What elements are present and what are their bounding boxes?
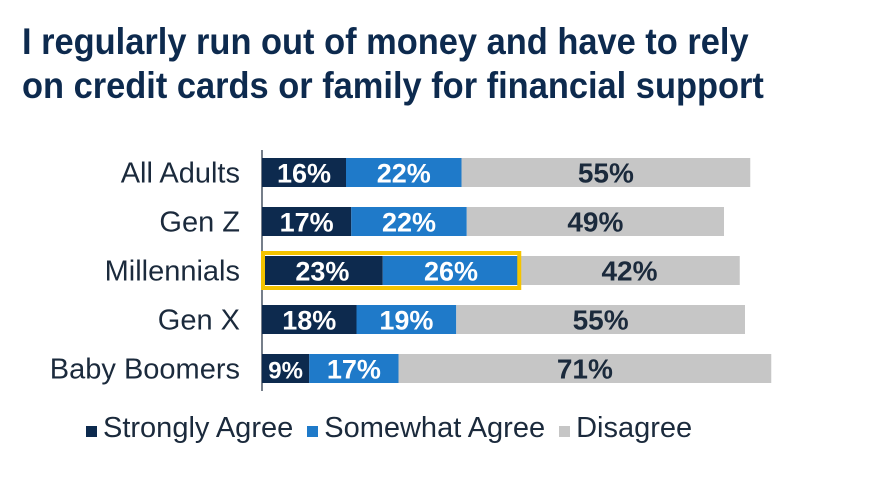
data-label-gen-z-strongly-agree: 17% bbox=[280, 208, 334, 238]
bar-baby-boomers-strongly-agree bbox=[262, 354, 310, 383]
data-label-millennials-somewhat-agree: 26% bbox=[424, 257, 478, 287]
legend-item-strongly-agree: Strongly Agree bbox=[86, 412, 293, 445]
bar-all-adults-disagree bbox=[461, 158, 751, 187]
category-label-baby-boomers: Baby Boomers bbox=[50, 354, 240, 386]
bar-gen-x-strongly-agree bbox=[262, 305, 357, 334]
highlight-box-millennials bbox=[261, 251, 522, 290]
bar-millennials-somewhat-agree bbox=[382, 256, 520, 285]
legend-item-somewhat-agree: Somewhat Agree bbox=[307, 412, 545, 445]
data-label-baby-boomers-disagree: 71% bbox=[557, 354, 613, 385]
chart-title: I regularly run out of money and have to… bbox=[22, 20, 803, 108]
data-label-gen-z-disagree: 49% bbox=[567, 207, 623, 238]
data-label-gen-x-strongly-agree: 18% bbox=[282, 306, 336, 336]
chart-title-line-2: on credit cards or family for financial … bbox=[22, 65, 764, 106]
bar-gen-z-strongly-agree bbox=[262, 207, 352, 236]
category-label-gen-x: Gen X bbox=[158, 305, 240, 337]
data-label-baby-boomers-strongly-agree: 9% bbox=[268, 358, 303, 385]
bar-millennials-strongly-agree bbox=[262, 256, 383, 285]
bar-millennials-disagree bbox=[519, 256, 740, 285]
bar-all-adults-strongly-agree bbox=[262, 158, 346, 187]
legend-label-somewhat-agree: Somewhat Agree bbox=[324, 412, 546, 444]
legend-swatch-disagree bbox=[559, 426, 571, 437]
legend-label-disagree: Disagree bbox=[576, 412, 693, 444]
data-label-gen-z-somewhat-agree: 22% bbox=[382, 208, 436, 238]
data-label-gen-x-disagree: 55% bbox=[573, 305, 629, 336]
legend-swatch-strongly-agree bbox=[86, 426, 97, 437]
bar-gen-z-disagree bbox=[466, 207, 724, 236]
data-label-all-adults-disagree: 55% bbox=[578, 158, 634, 189]
bar-gen-x-disagree bbox=[456, 305, 745, 334]
bar-baby-boomers-somewhat-agree bbox=[309, 354, 399, 383]
chart-title-line-1: I regularly run out of money and have to… bbox=[22, 21, 749, 62]
category-label-gen-z: Gen Z bbox=[159, 207, 240, 239]
data-label-millennials-disagree: 42% bbox=[601, 256, 657, 287]
data-label-baby-boomers-somewhat-agree: 17% bbox=[327, 355, 381, 385]
bar-all-adults-somewhat-agree bbox=[346, 158, 462, 187]
bar-baby-boomers-disagree bbox=[398, 354, 772, 383]
category-label-millennials: Millennials bbox=[105, 256, 240, 288]
bar-gen-z-somewhat-agree bbox=[351, 207, 467, 236]
chart-legend: Strongly Agree Somewhat Agree Disagree bbox=[86, 412, 706, 445]
bar-gen-x-somewhat-agree bbox=[356, 305, 457, 334]
data-label-all-adults-somewhat-agree: 22% bbox=[377, 159, 431, 189]
category-label-all-adults: All Adults bbox=[121, 158, 240, 190]
stacked-bar-chart: All Adults 16% 22% 55% Gen Z 17% 22% 49% Millenn… bbox=[50, 150, 772, 391]
data-label-gen-x-somewhat-agree: 19% bbox=[379, 306, 433, 336]
legend-swatch-somewhat-agree bbox=[307, 426, 319, 437]
data-label-all-adults-strongly-agree: 16% bbox=[277, 159, 331, 189]
legend-label-strongly-agree: Strongly Agree bbox=[103, 412, 294, 444]
legend-item-disagree: Disagree bbox=[559, 412, 692, 445]
data-label-millennials-strongly-agree: 23% bbox=[295, 257, 349, 287]
